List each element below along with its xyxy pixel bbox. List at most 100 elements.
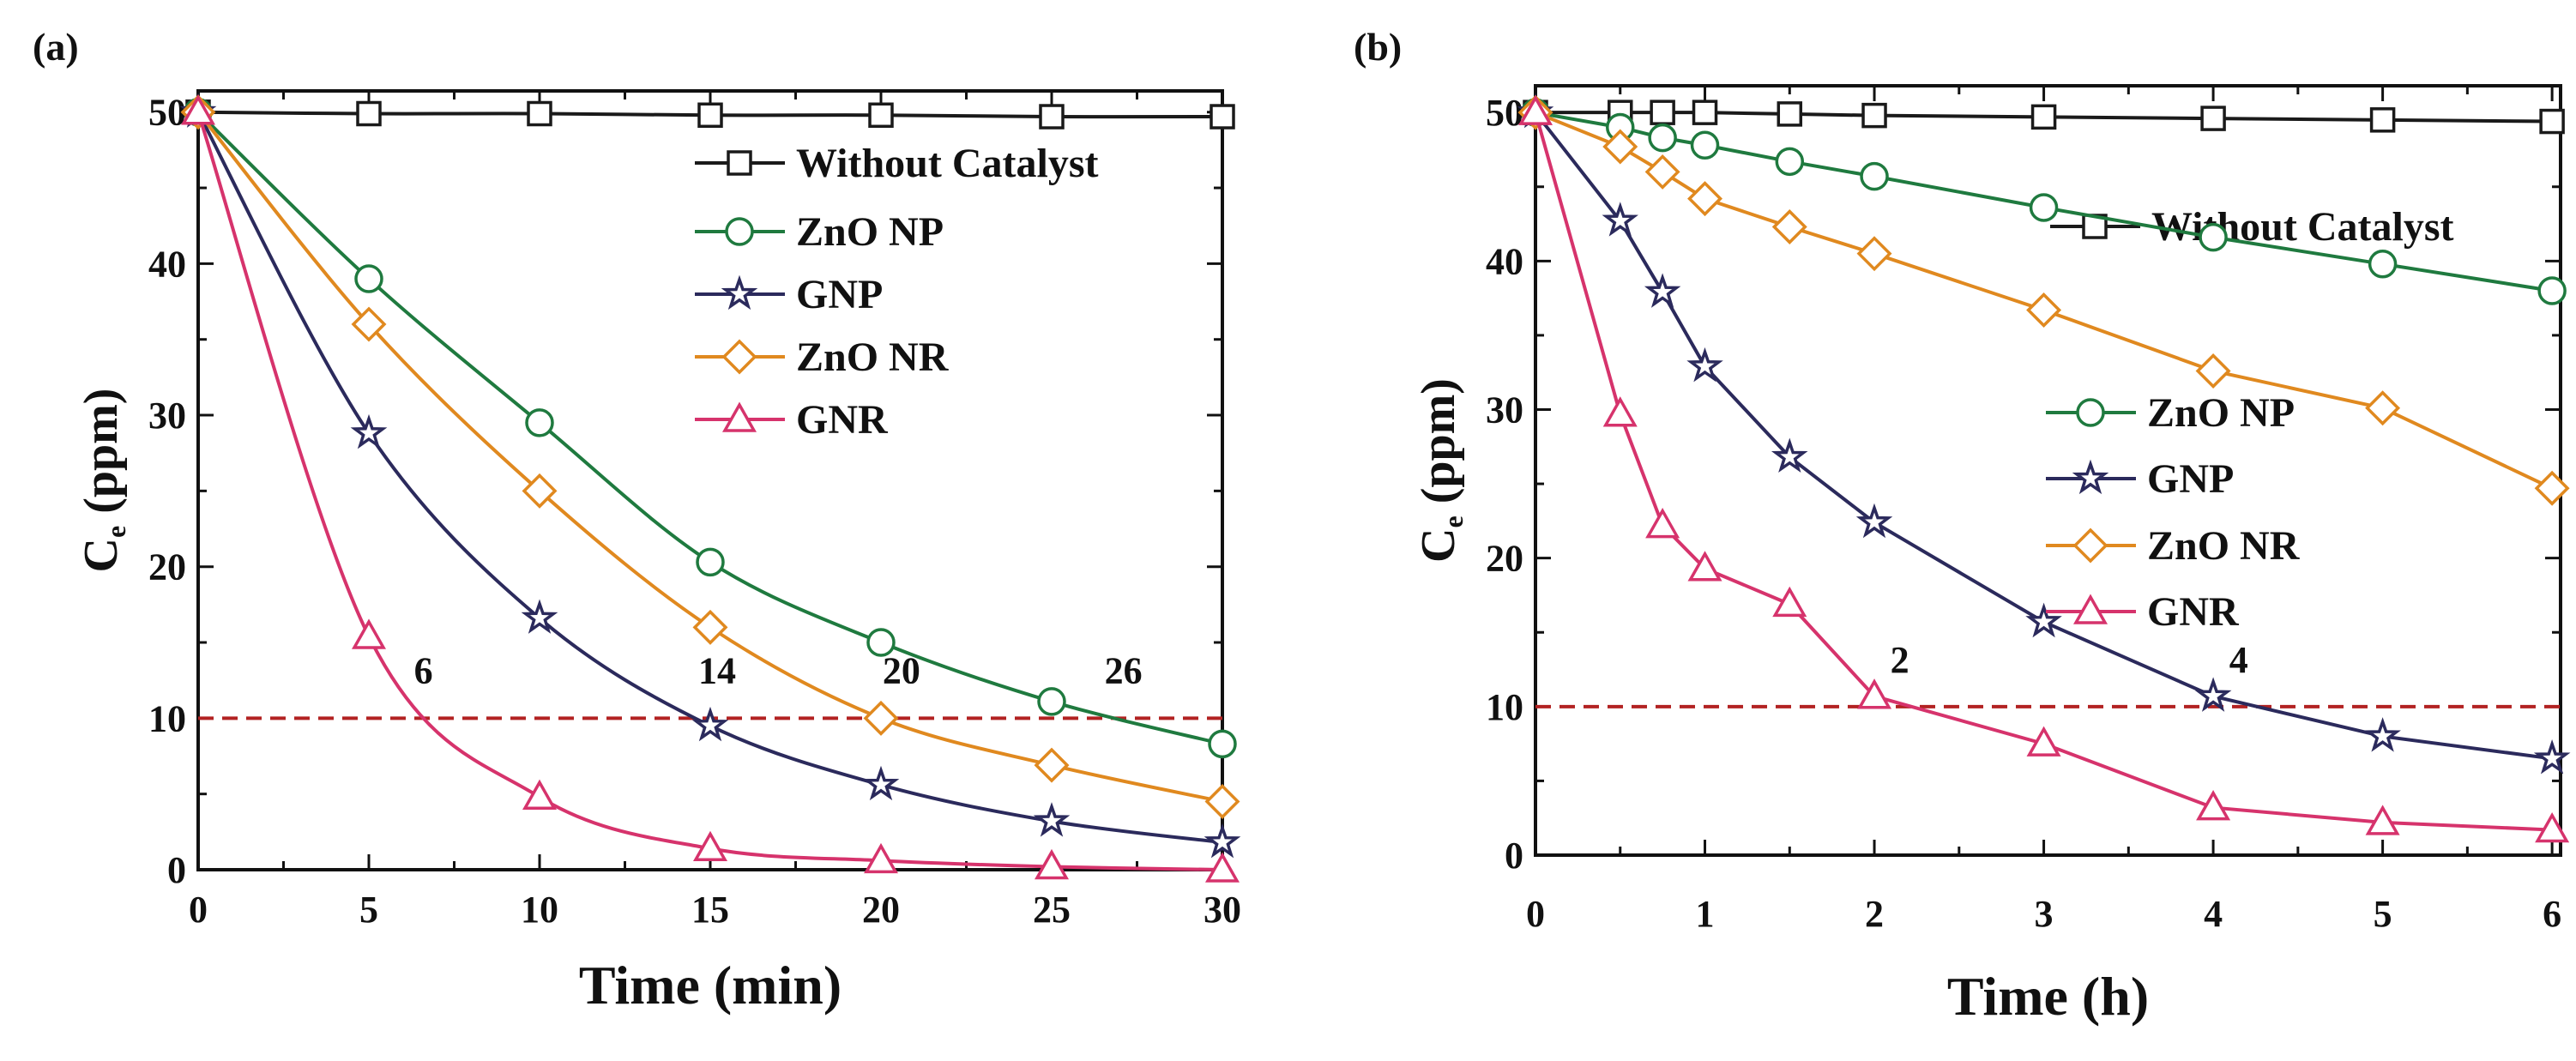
y-axis-title-unit: (ppm) — [1412, 378, 1465, 515]
data-point-square — [2200, 105, 2226, 131]
y-tick-label: 10 — [1486, 686, 1523, 728]
series-line — [1534, 111, 2553, 761]
series-without-catalyst — [185, 99, 1235, 130]
data-point-diamond — [1856, 236, 1892, 272]
data-point-circle — [866, 628, 896, 657]
y-tick-label: 20 — [1486, 538, 1523, 580]
y-axis-title-main: C — [1412, 527, 1465, 562]
series-gnr — [1517, 94, 2570, 843]
data-point-triangle — [1687, 551, 1722, 582]
series-line — [1535, 111, 2553, 491]
data-point-star — [1033, 802, 1071, 837]
y-tick-label: 20 — [148, 546, 186, 588]
threshold-annotation: 2 — [1891, 639, 1909, 681]
x-axis-title: Time (h) — [1947, 966, 2149, 1027]
legend-label: ZnO NR — [2147, 523, 2301, 569]
data-point-diamond — [351, 306, 387, 342]
legend-item: Without Catalyst — [695, 141, 1098, 186]
legend-item: GNP — [2046, 456, 2234, 502]
data-point-triangle — [351, 618, 387, 649]
data-point-triangle — [1857, 678, 1892, 709]
data-point-circle — [525, 408, 554, 437]
data-point-triangle — [692, 830, 728, 862]
panel-label: (b) — [1354, 25, 1402, 69]
data-point-diamond — [692, 609, 728, 645]
data-point-star — [691, 706, 729, 742]
data-point-star — [350, 413, 388, 449]
data-point-diamond — [1687, 181, 1722, 217]
series-zno-nr — [1517, 94, 2570, 506]
y-axis-title: Ce (ppm) — [1412, 378, 1469, 563]
data-point-triangle — [522, 779, 558, 810]
legend-label: ZnO NP — [2147, 390, 2295, 436]
legend-marker-circle — [2076, 398, 2105, 427]
y-tick-label: 40 — [1486, 240, 1523, 282]
data-point-square — [1210, 104, 1235, 130]
series-line — [1534, 112, 2553, 832]
data-point-square — [868, 102, 894, 129]
data-point-diamond — [1644, 154, 1680, 190]
legend-marker-square — [727, 150, 752, 176]
data-point-square — [2030, 104, 2057, 130]
data-point-circle — [696, 547, 725, 577]
data-point-square — [1692, 99, 1718, 125]
data-point-circle — [1690, 130, 1720, 160]
data-point-diamond — [1602, 129, 1638, 165]
data-point-star — [2194, 677, 2232, 712]
data-point-star — [521, 599, 558, 634]
y-axis-title: Ce (ppm) — [75, 389, 131, 573]
data-point-circle — [1208, 729, 1237, 759]
legend-label: ZnO NR — [796, 335, 950, 380]
series-line — [196, 112, 1223, 871]
plot-frame — [196, 89, 1224, 871]
legend-item: GNR — [695, 397, 889, 443]
data-point-triangle — [2365, 805, 2400, 835]
data-point-star — [1686, 347, 1723, 383]
data-point-diamond — [2534, 470, 2570, 506]
data-point-star — [1855, 503, 1893, 539]
series-line — [196, 111, 1223, 804]
y-tick-label: 0 — [1505, 835, 1523, 877]
series-zno-np — [184, 97, 1237, 759]
y-tick-label: 50 — [148, 92, 186, 134]
x-tick-label: 0 — [1526, 893, 1545, 935]
legend-marker-diamond — [2072, 527, 2108, 564]
series-line — [1535, 111, 2553, 292]
data-point-circle — [1775, 147, 1805, 177]
data-point-triangle — [1034, 848, 1070, 880]
data-point-star — [2364, 717, 2401, 752]
legend-marker-diamond — [721, 339, 757, 375]
data-point-diamond — [2365, 390, 2401, 426]
data-point-star — [2025, 602, 2062, 638]
data-point-square — [1777, 101, 1803, 127]
legend-item: ZnO NR — [2046, 523, 2301, 569]
x-tick-label: 2 — [1865, 893, 1884, 935]
data-point-square — [1650, 99, 1675, 125]
series-line — [1535, 111, 2553, 124]
data-point-star — [1644, 273, 1681, 308]
data-point-triangle — [1772, 586, 1807, 618]
y-tick-label: 10 — [148, 697, 186, 739]
x-tick-label: 5 — [2374, 893, 2392, 935]
series-without-catalyst — [1523, 99, 2565, 135]
series-gnp — [179, 93, 1241, 859]
panel-label: (a) — [33, 25, 79, 69]
panel-b: (b) 0 1 2 3 4 5 6 0 10 20 30 40 50 Time (h) Ce (ppm) Wit… — [1354, 25, 2571, 1027]
data-point-triangle — [1645, 508, 1680, 539]
data-point-square — [2539, 108, 2565, 135]
legend-label: GNR — [2147, 589, 2240, 635]
y-tick-label: 30 — [148, 395, 186, 437]
data-point-star — [1602, 202, 1638, 237]
legend-marker-triangle — [2072, 594, 2108, 624]
data-point-triangle — [2535, 812, 2570, 843]
y-axis-title-sub: e — [1438, 515, 1469, 527]
data-point-diamond — [863, 700, 899, 736]
data-point-triangle — [1204, 852, 1240, 883]
legend-marker-star — [2072, 459, 2109, 495]
data-point-circle — [1860, 161, 1889, 191]
legend-marker-circle — [725, 217, 754, 246]
data-point-star — [2533, 738, 2571, 775]
legend-item: ZnO NR — [695, 335, 950, 380]
data-point-diamond — [522, 473, 558, 509]
